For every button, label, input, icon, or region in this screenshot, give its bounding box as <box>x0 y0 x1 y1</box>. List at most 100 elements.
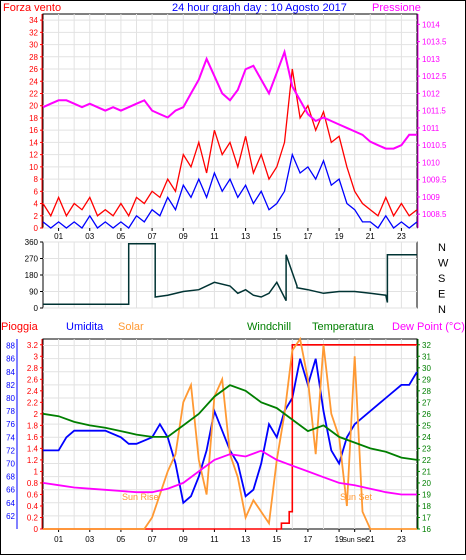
direction-y-tick-label: 360 <box>25 238 39 247</box>
temperature-y-tick-label: 30 <box>422 364 431 373</box>
rain-y-tick-label: 2 <box>34 410 39 419</box>
pressure-y-tick-label: 1010.5 <box>422 141 447 150</box>
rain-y-tick-label: 0.4 <box>27 502 39 511</box>
rain-y-tick-label: 0 <box>34 525 39 534</box>
wind-x-tick-label: 19 <box>335 232 344 241</box>
humidity-x-tick-label: 05 <box>116 535 125 544</box>
humidity-y-tick-label: 82 <box>6 381 15 390</box>
wind-y-tick-label: 32 <box>29 28 38 37</box>
sun-rise-label: Sun Rise <box>122 492 159 502</box>
wind-y-tick-label: 26 <box>29 65 38 74</box>
legend-item: Umidita <box>66 321 104 333</box>
wind-x-tick-label: 13 <box>241 232 250 241</box>
series-line-wind-direction <box>43 243 417 306</box>
humidity-x-tick-label: 11 <box>210 535 219 544</box>
humidity-y-tick-label: 64 <box>6 499 15 508</box>
humidity-y-axis-ticks: 62 64 66 68 70 72 74 76 78 80 82 84 86 88 <box>6 339 18 529</box>
humidity-y-tick-label: 76 <box>6 420 15 429</box>
rain-y-tick-label: 1.6 <box>27 433 39 442</box>
temperature-y-tick-label: 16 <box>422 525 431 534</box>
temperature-y-tick-label: 31 <box>422 352 431 361</box>
temperature-y-tick-label: 23 <box>422 444 431 453</box>
rain-y-tick-label: 2.4 <box>27 387 39 396</box>
humidity-y-tick-label: 66 <box>6 486 15 495</box>
series-line-dew-point <box>42 449 417 496</box>
humidity-x-tick-label: 09 <box>179 535 188 544</box>
humidity-x-tick-label: 17 <box>303 535 312 544</box>
pressure-y-tick-label: 1012 <box>422 89 440 98</box>
legend-item: Dew Point (°C) <box>392 321 465 333</box>
temperature-y-tick-label: 28 <box>422 387 431 396</box>
wind-y-tick-label: 12 <box>29 151 38 160</box>
rain-y-tick-label: 1 <box>34 467 39 476</box>
direction-y-tick-label: 270 <box>25 255 39 264</box>
direction-y-tick-label: 180 <box>25 271 39 280</box>
compass-label: N <box>438 242 446 254</box>
humidity-y-tick-label: 74 <box>6 433 15 442</box>
wind-x-tick-label: 05 <box>116 232 125 241</box>
wind-x-tick-label: 21 <box>366 232 375 241</box>
pressure-y-tick-label: 1009.5 <box>422 176 447 185</box>
humidity-y-tick-label: 86 <box>6 355 15 364</box>
humidity-x-tick-label: 01 <box>54 535 63 544</box>
rain-y-tick-label: 3.2 <box>27 341 39 350</box>
wind-x-tick-label: 07 <box>148 232 157 241</box>
legend-item: Temperatura <box>312 321 375 333</box>
wind-x-tick-label: 01 <box>54 232 63 241</box>
pressure-y-tick-label: 1009 <box>422 193 440 202</box>
wind-x-tick-label: 15 <box>272 232 281 241</box>
pressure-y-tick-label: 1008.5 <box>422 210 447 219</box>
temperature-y-tick-label: 32 <box>422 341 431 350</box>
direction-y-tick-label: 0 <box>34 304 39 313</box>
rain-y-tick-label: 2.8 <box>27 364 39 373</box>
humidity-x-tick-label: 23 <box>397 535 406 544</box>
series-line-pressione <box>42 48 417 150</box>
temperature-y-tick-label: 20 <box>422 479 431 488</box>
wind-y-tick-label: 0 <box>34 224 39 233</box>
rain-y-tick-label: 0.8 <box>27 479 39 488</box>
wind-y-tick-label: 14 <box>29 138 38 147</box>
wind-x-tick-label: 03 <box>85 232 94 241</box>
rain-y-tick-label: 2.2 <box>27 398 39 407</box>
wind-direction-y-axis-ticks: 0 90 180 270 360 <box>25 238 43 313</box>
humidity-y-tick-label: 72 <box>6 446 15 455</box>
temperature-y-tick-label: 19 <box>422 490 431 499</box>
temperature-y-tick-label: 25 <box>422 421 431 430</box>
pressure-y-tick-label: 1013.5 <box>422 38 447 47</box>
legend-item: Solar <box>118 321 144 333</box>
wind-y-tick-label: 4 <box>34 200 39 209</box>
compass-label: E <box>438 289 445 301</box>
humidity-x-tick-label: 13 <box>241 535 250 544</box>
humidity-x-tick-label: Sun Set <box>342 537 367 544</box>
wind-y-tick-label: 24 <box>29 77 38 86</box>
compass-label: W <box>438 258 449 270</box>
series-line-windchill <box>42 384 418 461</box>
humidity-y-tick-label: 80 <box>6 394 15 403</box>
series-line-solar <box>43 336 417 530</box>
pressure-y-tick-label: 1011.5 <box>422 107 446 116</box>
direction-y-tick-label: 90 <box>29 288 38 297</box>
humidity-y-tick-label: 62 <box>6 512 15 521</box>
sun-set-label: Sun Set <box>340 492 373 502</box>
temperature-y-tick-label: 26 <box>422 410 431 419</box>
wind-y-tick-label: 16 <box>29 126 38 135</box>
temperature-y-tick-label: 24 <box>422 433 431 442</box>
compass-label: S <box>438 273 445 285</box>
wind-y-tick-label: 30 <box>29 41 38 50</box>
rain-y-tick-label: 1.8 <box>27 421 39 430</box>
wind-y-tick-label: 18 <box>29 114 38 123</box>
wind-pressure-series <box>42 48 418 229</box>
wind-x-tick-label: 09 <box>179 232 188 241</box>
legend-item: Pioggia <box>1 321 39 333</box>
wind-y-tick-label: 28 <box>29 53 38 62</box>
series-line-pioggia <box>43 343 417 530</box>
pressure-y-tick-label: 1014 <box>422 20 440 29</box>
rain-y-tick-label: 1.4 <box>27 444 39 453</box>
humidity-y-tick-label: 78 <box>6 407 15 416</box>
humidity-x-tick-label: 21 <box>366 535 375 544</box>
